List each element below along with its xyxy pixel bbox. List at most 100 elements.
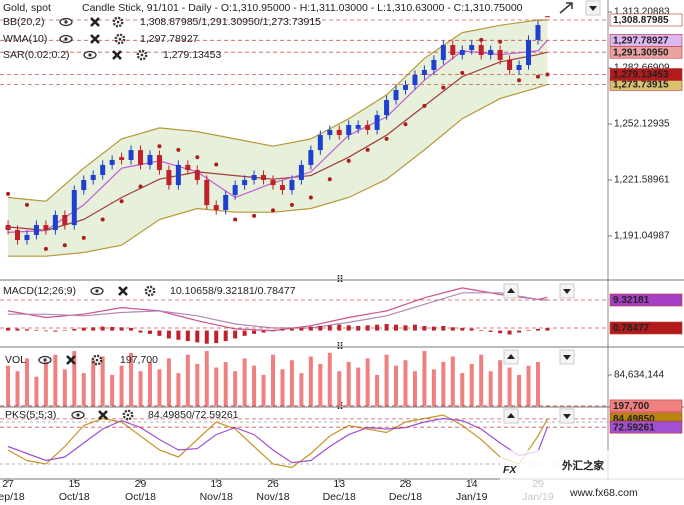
candle-body: [185, 164, 191, 171]
expand-icon[interactable]: [559, 2, 573, 14]
close-icon[interactable]: [118, 286, 128, 296]
bar: [375, 374, 380, 406]
sar-dot: [327, 177, 332, 182]
candle-body: [289, 179, 295, 191]
bar: [91, 327, 96, 331]
candle-body: [516, 65, 522, 70]
settings-icon[interactable]: [122, 409, 134, 421]
eye-icon[interactable]: [59, 17, 73, 27]
bar: [479, 354, 484, 406]
settings-icon[interactable]: [91, 354, 103, 366]
bar: [469, 328, 474, 331]
sar-dot: [100, 217, 105, 222]
settings-hub: [126, 413, 130, 417]
bar: [431, 369, 436, 406]
y-tick-label: 1,313.20883: [614, 7, 670, 18]
eye-icon[interactable]: [59, 34, 73, 44]
bar: [507, 367, 512, 406]
settings-icon[interactable]: [144, 285, 156, 297]
bar: [72, 328, 77, 331]
candle-body: [431, 59, 437, 70]
candle-body: [261, 175, 267, 180]
drag-handle[interactable]: ⠿: [336, 341, 344, 353]
bar: [53, 330, 58, 332]
bar: [6, 327, 11, 331]
bar: [422, 351, 427, 406]
close-icon[interactable]: [90, 34, 100, 44]
bar: [166, 330, 171, 339]
y-tick-label: 1,221.58961: [614, 175, 670, 186]
bar: [394, 365, 399, 406]
bar: [34, 329, 39, 331]
bar: [271, 330, 276, 332]
eye-icon[interactable]: [90, 286, 104, 296]
drag-handle[interactable]: ⠿: [336, 401, 344, 413]
watermark-bg: [500, 450, 684, 505]
indicator-line: [7, 19, 548, 202]
bar: [356, 367, 361, 406]
bar: [53, 354, 58, 406]
bar: [214, 330, 219, 344]
candle-body: [71, 190, 77, 226]
settings-icon[interactable]: [112, 16, 124, 28]
close-icon[interactable]: [66, 355, 76, 365]
candle-body: [535, 25, 541, 40]
sar-dot: [308, 195, 313, 200]
candle-body: [213, 205, 219, 211]
sar-dot: [271, 208, 276, 213]
last-value-label: 197,700: [613, 401, 650, 412]
settings-hub: [148, 289, 152, 293]
bar: [195, 363, 200, 406]
arrow-icon: [507, 288, 515, 293]
bar: [318, 325, 323, 331]
eye-icon[interactable]: [83, 50, 97, 60]
eye-icon[interactable]: [71, 410, 85, 420]
bar: [185, 354, 190, 406]
candle-body: [384, 100, 390, 116]
readout: 1,279.13453: [163, 49, 222, 61]
bar: [280, 329, 285, 331]
candle-body: [298, 164, 304, 180]
candle-body: [270, 179, 276, 186]
bar: [308, 326, 313, 331]
eye-icon[interactable]: [38, 355, 52, 365]
sar-dot: [384, 136, 389, 141]
bar: [100, 356, 105, 406]
bar: [299, 327, 304, 331]
candle-body: [223, 194, 229, 211]
bar: [233, 330, 238, 339]
bar: [488, 330, 493, 332]
readout: 197,700: [120, 354, 158, 366]
bar: [517, 330, 522, 333]
last-value-box: [609, 68, 683, 81]
bar: [375, 324, 380, 331]
indicator-line: [7, 417, 548, 464]
candle-body: [478, 45, 484, 55]
settings-icon[interactable]: [136, 49, 148, 61]
bar: [233, 371, 238, 406]
bar: [43, 330, 48, 332]
arrow-icon: [563, 289, 571, 294]
bar: [346, 362, 351, 406]
close-icon[interactable]: [112, 50, 122, 60]
indicator-line: [7, 414, 548, 469]
candle-body: [43, 225, 49, 230]
candle-body: [138, 150, 144, 165]
readout: 1,308.87985/1,291.30950/1,273.73915: [140, 16, 321, 28]
sar-dot: [422, 103, 427, 108]
bar: [223, 330, 228, 342]
close-icon[interactable]: [90, 17, 100, 27]
candle-body: [317, 135, 323, 151]
settings-icon[interactable]: [114, 33, 126, 45]
last-value-box: [609, 321, 683, 335]
sar-dot: [365, 147, 370, 152]
y-tick-label: 1,252.12935: [614, 119, 670, 130]
candle-body: [194, 170, 200, 180]
close-icon[interactable]: [98, 410, 108, 420]
candle-body: [402, 85, 408, 90]
indicator-name: WMA(10): [3, 33, 47, 45]
bar: [24, 358, 29, 406]
x-tick-label: 14: [466, 478, 478, 490]
sar-dot: [289, 202, 294, 207]
drag-handle[interactable]: ⠿: [336, 274, 344, 286]
